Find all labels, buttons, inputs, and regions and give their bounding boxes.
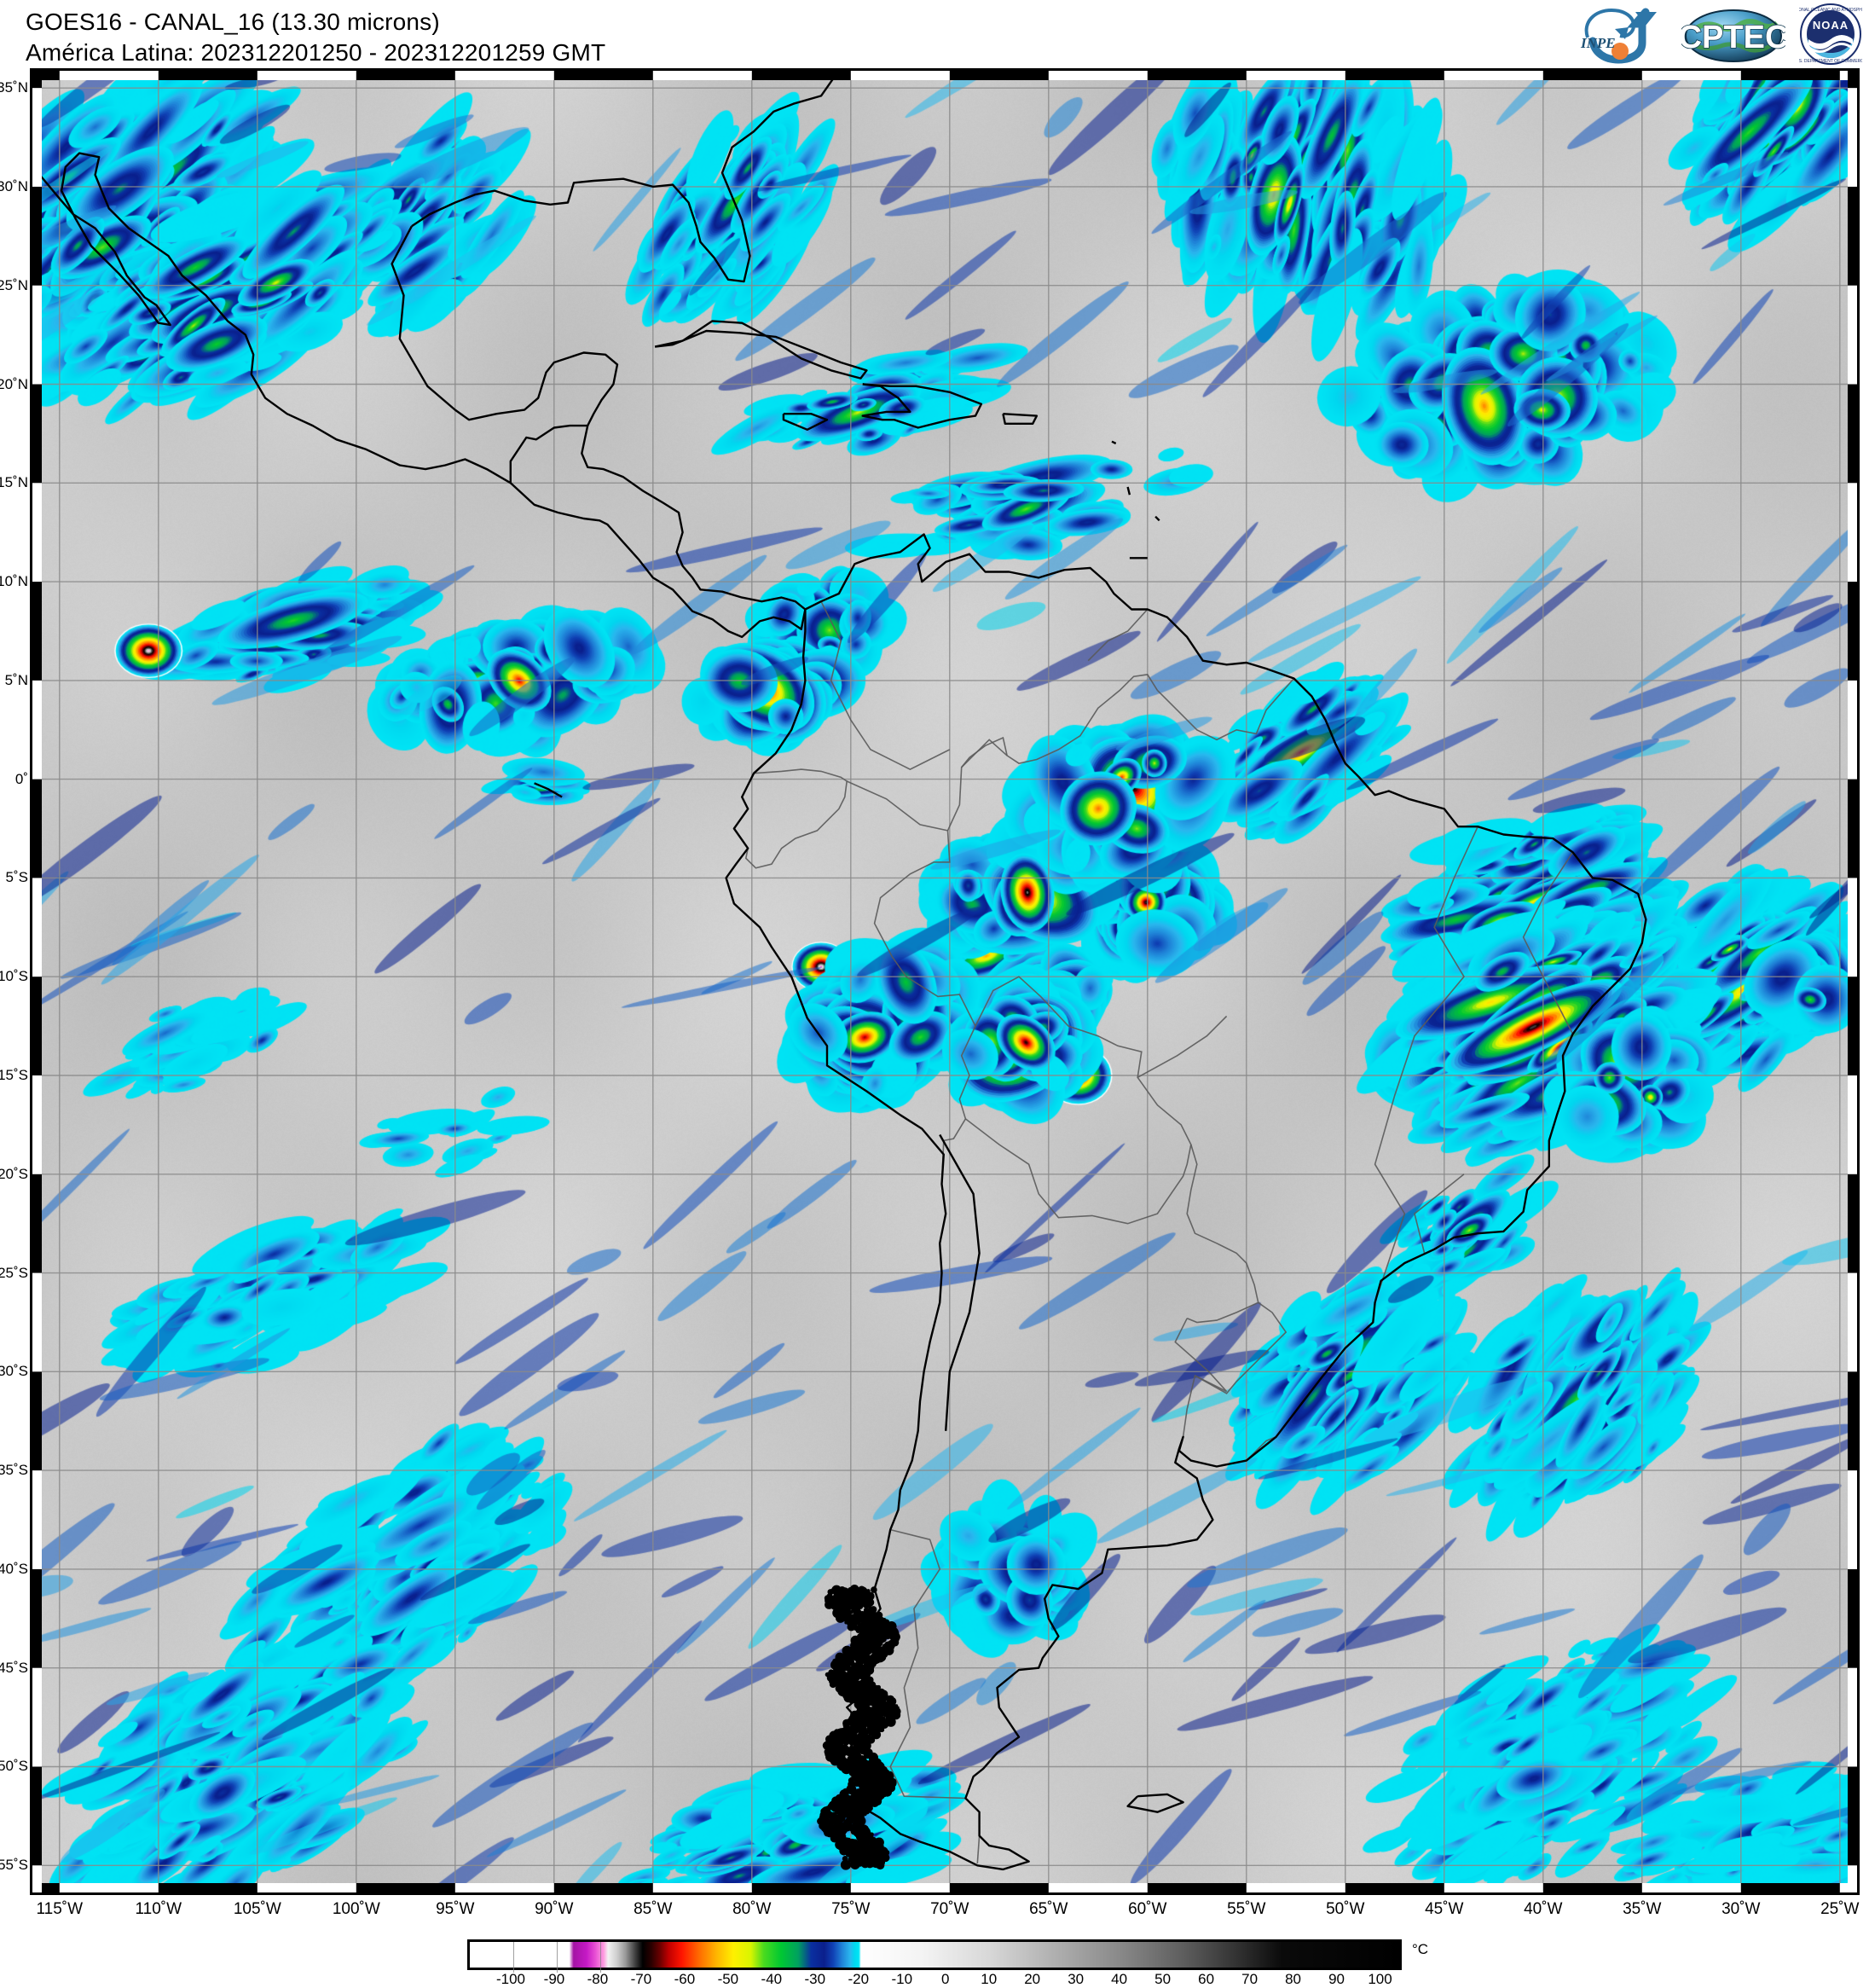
colorbar-tick-label: -100	[496, 1971, 525, 1988]
lat-tick-label: 25˚S	[0, 1265, 28, 1282]
lon-tick-label: 75˚W	[831, 1900, 870, 1919]
colorbar-tick-label: 60	[1198, 1971, 1214, 1988]
colorbar-gridline	[600, 1942, 601, 1973]
lat-tick-label: 20˚N	[0, 376, 28, 393]
lat-tick-label: 20˚S	[0, 1166, 28, 1183]
lon-tick-label: 55˚W	[1227, 1900, 1265, 1919]
colorbar-tick-label: -50	[718, 1971, 739, 1988]
colorbar-tick-label: 10	[981, 1971, 997, 1988]
colorbar-gradient	[470, 1942, 1399, 1968]
lon-tick-label: 45˚W	[1425, 1900, 1463, 1919]
lon-tick-label: 105˚W	[234, 1900, 281, 1919]
lon-tick-label: 30˚W	[1721, 1900, 1760, 1919]
colorbar-tick-label: -80	[587, 1971, 609, 1988]
svg-text:U.S. DEPARTMENT OF COMMERCE: U.S. DEPARTMENT OF COMMERCE	[1799, 59, 1862, 64]
lon-tick-label: 85˚W	[634, 1900, 672, 1919]
lat-tick-label: 55˚S	[0, 1857, 28, 1874]
lon-tick-label: 35˚W	[1623, 1900, 1661, 1919]
lon-tick-label: 40˚W	[1524, 1900, 1562, 1919]
colorbar-tick-label: -70	[631, 1971, 652, 1988]
cptec-logo: CPTEC	[1681, 3, 1785, 65]
lat-tick-label: 35˚S	[0, 1462, 28, 1479]
lat-tick-label: 45˚S	[0, 1660, 28, 1677]
lat-tick-label: 5˚N	[5, 672, 28, 689]
lon-tick-label: 65˚W	[1029, 1900, 1068, 1919]
colorbar-tick-label: -30	[805, 1971, 826, 1988]
colorbar-gridline	[513, 1942, 514, 1973]
lon-tick-label: 90˚W	[535, 1900, 573, 1919]
colorbar-tick-label: -10	[891, 1971, 912, 1988]
colorbar-tick-label: 30	[1068, 1971, 1084, 1988]
region-time-subtitle: América Latina: 202312201250 - 202312201…	[26, 38, 1219, 68]
satellite-map[interactable]	[30, 68, 1860, 1895]
colorbar-tick-label: 80	[1285, 1971, 1301, 1988]
agency-logos: INPE CPTEC NOAA NATION	[1576, 2, 1862, 67]
lat-tick-label: 0˚	[15, 771, 28, 788]
lon-tick-label: 115˚W	[37, 1900, 84, 1919]
colorbar-tick-label: -40	[761, 1971, 783, 1988]
inpe-logo: INPE	[1576, 3, 1668, 65]
lat-tick-label: 30˚S	[0, 1363, 28, 1380]
header: GOES16 - CANAL_16 (13.30 microns) Améric…	[26, 7, 1219, 68]
lat-tick-label: 30˚N	[0, 178, 28, 195]
longitude-axis: 115˚W 110˚W 105˚W 100˚W 95˚W 90˚W 85˚W 80˚W 75˚W…	[30, 1900, 1860, 1926]
lat-tick-label: 35˚N	[0, 79, 28, 96]
lat-tick-label: 10˚N	[0, 573, 28, 590]
colorbar-tick-label: 0	[941, 1971, 949, 1988]
lon-tick-label: 25˚W	[1820, 1900, 1859, 1919]
map-canvas[interactable]	[30, 68, 1860, 1895]
lat-tick-label: 5˚S	[6, 869, 28, 886]
lon-tick-label: 110˚W	[136, 1900, 182, 1919]
colorbar-tick-label: 100	[1368, 1971, 1392, 1988]
svg-text:INPE: INPE	[1580, 35, 1616, 51]
product-title: GOES16 - CANAL_16 (13.30 microns)	[26, 7, 1219, 38]
colorbar-tick-label: 90	[1328, 1971, 1345, 1988]
colorbar-tick-label: 20	[1024, 1971, 1040, 1988]
lon-tick-label: 100˚W	[333, 1900, 380, 1919]
lat-tick-label: 15˚N	[0, 474, 28, 491]
colorbar-tick-label: -60	[674, 1971, 696, 1988]
lat-tick-label: 10˚S	[0, 968, 28, 985]
colorbar-tick-label: -90	[544, 1971, 565, 1988]
lon-tick-label: 70˚W	[930, 1900, 969, 1919]
colorbar-tick-label: 50	[1154, 1971, 1171, 1988]
lat-tick-label: 15˚S	[0, 1067, 28, 1084]
colorbar-tick-labels: -100 -90 -80 -70 -60 -50 -40 -30 -20 -10 0 10 20 30 40…	[467, 1970, 1402, 1985]
colorbar-gridline	[557, 1942, 558, 1973]
lon-tick-label: 95˚W	[436, 1900, 474, 1919]
lon-tick-label: 60˚W	[1128, 1900, 1166, 1919]
colorbar-unit-label: °C	[1412, 1941, 1428, 1958]
lat-tick-label: 40˚S	[0, 1561, 28, 1578]
colorbar-gradient-box	[467, 1939, 1402, 1970]
lon-tick-label: 50˚W	[1326, 1900, 1364, 1919]
latitude-axis: 35˚N 30˚N 25˚N 20˚N 15˚N 10˚N 5˚N 0˚ 5˚S 10˚S 15˚S…	[0, 68, 28, 1895]
svg-text:CPTEC: CPTEC	[1681, 20, 1785, 55]
colorbar-tick-label: 70	[1241, 1971, 1258, 1988]
svg-text:NATIONAL OCEANIC AND ATMOSPHER: NATIONAL OCEANIC AND ATMOSPHERIC	[1799, 8, 1862, 13]
infrared-brightness-temperature-layer	[30, 68, 1860, 1895]
temperature-colorbar: -100 -90 -80 -70 -60 -50 -40 -30 -20 -10 0 10 20 30 40…	[467, 1939, 1414, 1985]
lon-tick-label: 80˚W	[732, 1900, 771, 1919]
colorbar-tick-label: -20	[848, 1971, 869, 1988]
colorbar-tick-label: 40	[1111, 1971, 1127, 1988]
noaa-logo: NOAA NATIONAL OCEANIC AND ATMOSPHERIC U.…	[1799, 3, 1862, 65]
lat-tick-label: 50˚S	[0, 1758, 28, 1775]
svg-text:NOAA: NOAA	[1813, 19, 1849, 32]
lat-tick-label: 25˚N	[0, 277, 28, 294]
